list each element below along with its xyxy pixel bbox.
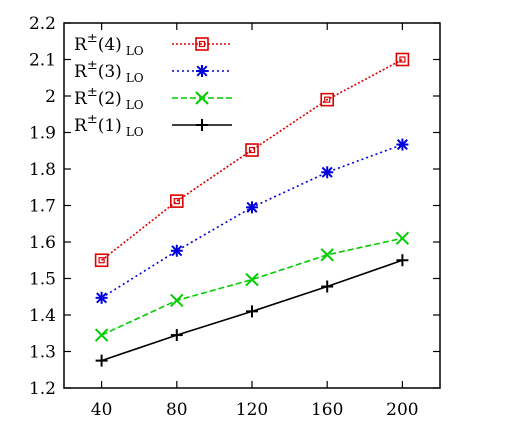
data-point [95,354,108,367]
y-tick-label: 1.9 [29,124,56,144]
legend-label: R±(3) LO [74,58,144,85]
y-tick-label: 2.2 [29,14,56,34]
y-tick-label: 1.4 [29,306,56,326]
series-2 [95,138,409,304]
data-point [94,328,109,342]
legend-entry: R±(4) LO [74,31,232,58]
data-point [395,52,410,67]
series-line [101,143,403,299]
data-point [170,293,184,308]
data-point [170,329,183,342]
x-tick-label: 40 [91,400,113,420]
legend: R±(4) LOR±(3) LOR±(2) LOR±(1) LO [74,31,232,139]
data-point [320,92,335,107]
legend-marker [196,65,208,77]
data-point [170,194,184,208]
data-point [396,254,409,267]
data-point [246,201,258,214]
legend-marker [195,91,209,105]
data-point [95,291,108,304]
legend-entry: R±(1) LO [74,112,232,139]
data-point [320,248,334,262]
data-point [321,280,334,293]
legend-label: R±(4) LO [74,31,144,58]
series-group [94,52,410,367]
y-tick-label: 1.5 [29,270,56,290]
x-tick-label: 120 [236,400,268,420]
y-tick-label: 2.1 [29,51,56,71]
legend-label: R±(1) LO [74,112,144,139]
y-tick-label: 1.8 [29,160,56,180]
y-tick-label: 1.7 [29,197,56,217]
data-point [321,166,334,179]
legend-label: R±(2) LO [74,85,144,112]
legend-entry: R±(3) LO [74,58,232,85]
data-point [94,253,109,268]
series-line [101,237,403,336]
data-point [245,143,259,157]
data-point [396,138,409,151]
legend-marker [196,119,208,131]
y-tick-label: 1.2 [29,379,56,399]
x-tick-label: 160 [311,400,343,420]
series-1 [94,52,410,268]
series-3 [94,231,410,342]
legend-entry: R±(2) LO [74,85,232,112]
y-tick-label: 2 [45,87,56,107]
series-line [101,58,403,261]
data-point [170,244,183,257]
x-tick-label: 80 [166,400,188,420]
data-point [395,231,410,246]
y-tick-label: 1.3 [29,343,56,363]
data-point [245,272,259,287]
data-point [246,305,258,318]
axes: 1.2 1.3 1.4 1.5 1.6 1.7 1.8 1.9 2 2.1 2.2 40 80 120 16… [29,14,440,420]
x-tick-label: 200 [386,400,418,420]
y-tick-label: 1.6 [29,233,56,253]
series-4 [95,254,409,367]
legend-marker [195,37,209,51]
